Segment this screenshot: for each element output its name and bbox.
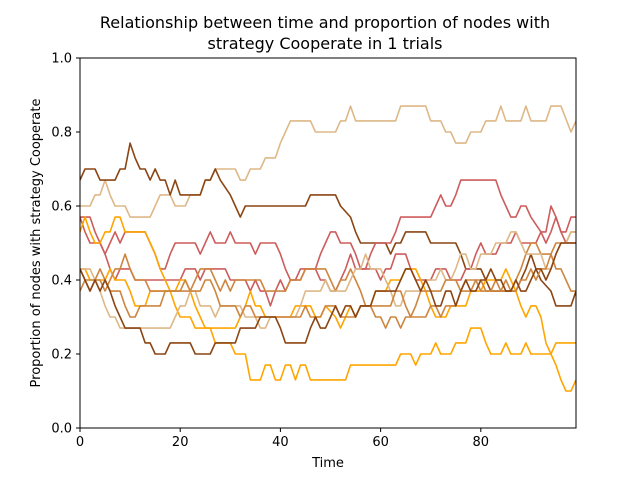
y-tick-label: 0.0 (51, 422, 72, 437)
chart-title-line-2: strategy Cooperate in 1 trials (208, 34, 443, 53)
x-tick-label: 80 (473, 435, 490, 450)
series-line-1 (80, 105, 576, 218)
series-group (80, 105, 576, 392)
y-axis-ticks: 0.0 0.2 0.4 0.6 0.8 1.0 (51, 52, 80, 437)
plot-frame (79, 57, 577, 429)
y-tick-label: 1.0 (51, 52, 72, 67)
series-line-10 (80, 242, 576, 355)
x-tick-label: 0 (76, 435, 84, 450)
y-tick-label: 0.4 (51, 274, 72, 289)
chart-title-line-1: Relationship between time and proportion… (100, 13, 550, 32)
y-tick-label: 0.8 (51, 126, 72, 141)
y-tick-label: 0.2 (51, 348, 72, 363)
x-tick-label: 40 (272, 435, 289, 450)
x-axis-label: Time (311, 456, 344, 471)
x-tick-label: 20 (172, 435, 189, 450)
series-line-4 (80, 205, 576, 307)
x-axis-ticks: 0 20 40 60 80 (76, 428, 489, 450)
x-tick-label: 60 (372, 435, 389, 450)
y-tick-label: 0.6 (51, 200, 72, 215)
series-line-8 (80, 231, 576, 329)
series-line-5 (80, 216, 576, 392)
y-axis-label: Proportion of nodes with strategy Cooper… (29, 99, 44, 388)
